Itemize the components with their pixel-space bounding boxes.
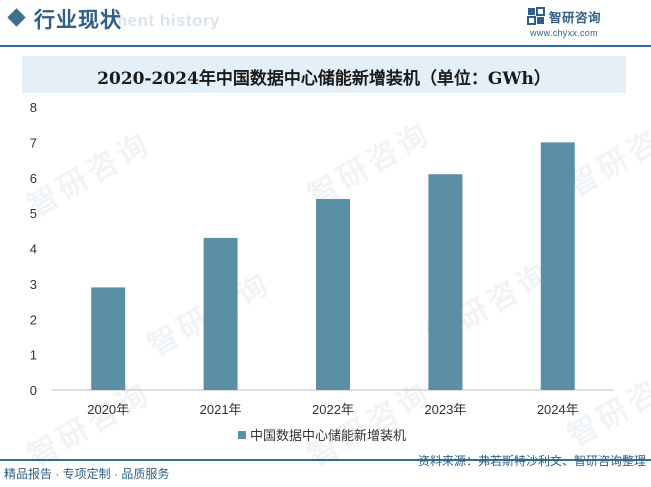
bar bbox=[428, 174, 463, 390]
y-tick-label: 4 bbox=[30, 242, 37, 257]
brand-logo-icon bbox=[527, 7, 545, 25]
bar bbox=[91, 287, 126, 390]
legend-swatch bbox=[238, 431, 246, 439]
footer-source: 资料来源：弗若斯特沙利文、智研咨询整理 bbox=[417, 454, 646, 468]
y-tick-label: 2 bbox=[30, 312, 37, 327]
footer-divider bbox=[0, 459, 651, 461]
bar bbox=[316, 198, 350, 390]
header-title: 行业现状 bbox=[34, 9, 122, 32]
x-tick-label: 2022年 bbox=[312, 402, 354, 417]
chart-title: 2020-2024年中国数据中心储能新增装机（单位：GWh） bbox=[97, 69, 551, 89]
legend-label: 中国数据中心储能新增装机 bbox=[250, 428, 406, 443]
y-tick-label: 1 bbox=[30, 348, 37, 363]
y-tick-label: 8 bbox=[30, 100, 37, 115]
brand-url: www.chyxx.com bbox=[530, 28, 598, 38]
header-divider bbox=[0, 45, 651, 47]
bar bbox=[203, 237, 238, 390]
chart-title-band: 2020-2024年中国数据中心储能新增装机（单位：GWh） bbox=[22, 56, 626, 93]
header-subtitle: ment history bbox=[112, 11, 221, 30]
x-tick-label: 2024年 bbox=[537, 402, 579, 417]
bar bbox=[540, 142, 575, 390]
y-tick-label: 0 bbox=[30, 383, 37, 398]
header: ment history 行业现状 智研咨询 www.chyxx.com bbox=[0, 0, 651, 47]
x-tick-label: 2020年 bbox=[87, 402, 129, 417]
brand-name: 智研咨询 bbox=[549, 11, 602, 25]
y-tick-label: 6 bbox=[30, 171, 37, 186]
footer-slogan: 精品报告 · 专项定制 · 品质服务 bbox=[4, 467, 170, 481]
bar-chart: 0 1 2 3 4 5 6 7 8 2020年 2021年 2022年 2023年 2024年中国数据中心… bbox=[30, 100, 614, 443]
y-tick-label: 3 bbox=[30, 277, 37, 292]
y-tick-label: 7 bbox=[30, 135, 37, 150]
x-tick-label: 2021年 bbox=[200, 402, 242, 417]
brand: 智研咨询 www.chyxx.com bbox=[527, 5, 637, 41]
x-tick-label: 2023年 bbox=[424, 402, 466, 417]
diamond-icon bbox=[7, 8, 26, 27]
y-tick-label: 5 bbox=[30, 206, 37, 221]
